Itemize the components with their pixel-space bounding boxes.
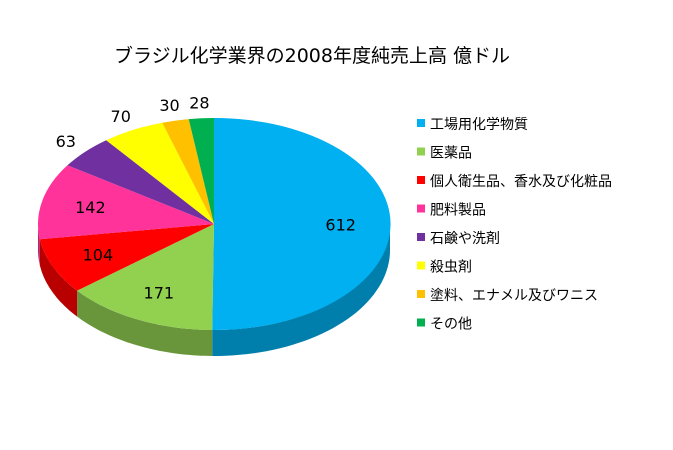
legend-swatch-8 [417, 318, 425, 327]
legend-label-3: 個人衛生品、香水及び化粧品 [430, 174, 612, 190]
pie-slices [38, 117, 391, 330]
legend-label-6: 殺虫剤 [430, 260, 472, 276]
legend-label-4: 肥料製品 [430, 203, 486, 219]
slice-1 [212, 117, 391, 330]
slice-1-side [212, 224, 390, 356]
legend-label-1: 工場用化学物質 [430, 117, 528, 133]
legend-swatch-3 [417, 176, 425, 184]
legend-swatch-5 [417, 233, 425, 241]
slice-3-side [39, 239, 78, 317]
slice-5 [67, 140, 214, 224]
slice-7 [162, 119, 214, 224]
data-label-2: 171 [144, 284, 175, 303]
slice-2 [77, 224, 214, 330]
legend-swatch-6 [417, 261, 425, 270]
legend-label-7: 塗料、エナメル及びワニス [430, 287, 598, 304]
slice-6 [106, 122, 214, 224]
data-label-7: 30 [159, 96, 179, 115]
data-labels: 612 171 104 142 63 70 30 28 [56, 93, 356, 302]
legend-label-5: 石鹸や洗剤 [430, 231, 500, 247]
legend-label-8: その他 [430, 317, 472, 333]
legend-swatch-1 [417, 119, 425, 127]
slice-4 [38, 165, 215, 240]
legend-swatch-4 [417, 204, 425, 213]
data-label-6: 70 [111, 107, 131, 126]
slice-3 [39, 224, 214, 291]
data-label-3: 104 [83, 246, 114, 265]
data-label-1: 612 [325, 215, 356, 234]
data-label-8: 28 [189, 93, 209, 112]
legend-swatch-2 [417, 147, 425, 156]
legend: 工場用化学物質医薬品個人衛生品、香水及び化粧品肥料製品石鹸や洗剤殺虫剤塗料、エナ… [417, 117, 612, 333]
legend-swatch-7 [417, 290, 425, 298]
slice-8 [188, 118, 214, 224]
data-label-4: 142 [75, 198, 106, 217]
chart-title: ブラジル化学業界の2008年度純売上高 億ドル [114, 44, 510, 67]
slice-4-side [38, 224, 40, 266]
pie-sides [38, 224, 390, 356]
legend-label-2: 医薬品 [430, 146, 472, 162]
slice-2-side [77, 290, 213, 356]
data-label-5: 63 [56, 132, 76, 151]
